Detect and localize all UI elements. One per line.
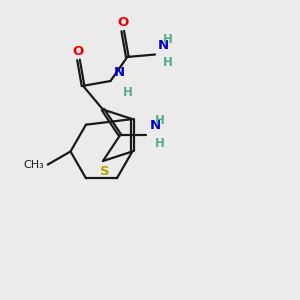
Text: H: H — [163, 33, 173, 46]
Text: CH₃: CH₃ — [23, 160, 44, 170]
Text: N: N — [158, 39, 169, 52]
Text: O: O — [117, 16, 128, 29]
Text: H: H — [163, 56, 173, 69]
Text: N: N — [149, 119, 161, 132]
Text: H: H — [154, 114, 164, 127]
Text: H: H — [123, 86, 133, 99]
Text: N: N — [113, 66, 124, 79]
Text: H: H — [154, 137, 164, 150]
Text: S: S — [100, 165, 109, 178]
Text: O: O — [73, 45, 84, 58]
